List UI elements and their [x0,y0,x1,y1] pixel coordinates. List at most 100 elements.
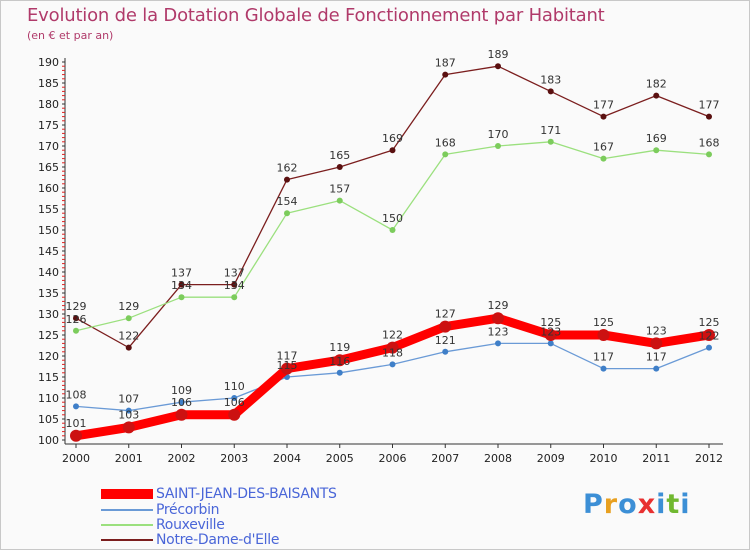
data-label: 119 [329,341,350,354]
data-label: 125 [699,316,720,329]
data-point [125,315,132,322]
logo-letter: r [603,489,619,520]
x-tick-label: 2001 [115,452,143,465]
data-label: 189 [488,48,509,61]
data-point [706,113,712,120]
data-label: 171 [540,124,561,137]
data-label: 182 [646,78,667,91]
data-label: 123 [488,325,509,338]
data-point [336,369,343,376]
data-label: 110 [224,380,245,393]
data-label: 168 [699,136,720,149]
data-point [389,147,396,154]
data-point [544,329,557,341]
data-label: 129 [488,299,509,312]
data-point [178,294,185,301]
data-label: 150 [382,212,403,225]
data-point [653,365,660,372]
data-point [547,340,554,347]
data-point [336,197,343,204]
data-point [178,399,185,406]
y-tick-label: 130 [38,308,59,321]
data-point [333,354,346,367]
data-point [175,408,188,421]
data-label: 118 [382,346,403,359]
data-label: 125 [593,316,614,329]
y-tick-label: 170 [38,140,59,153]
y-tick-label: 100 [38,434,59,447]
data-point [284,176,290,183]
data-point [336,164,343,170]
axes: 100 105 110 115 120 125 130 135 140 145 150 155 160 1… [38,56,723,465]
data-label: 157 [329,183,350,196]
data-label: 169 [646,132,667,145]
data-point [284,210,290,217]
data-point [73,403,79,410]
logo-letter: o [618,489,638,520]
data-point [706,151,712,158]
data-point [442,151,449,158]
data-label: 162 [277,162,298,175]
data-point [442,348,449,355]
data-label: 122 [382,329,403,342]
legend-label: SAINT-JEAN-DES-BAISANTS [156,486,337,502]
data-label: 129 [118,300,139,313]
data-label: 122 [118,330,139,343]
data-labels: 129 122 137 137 162 165 169 187 189 183 177 182 177 1… [66,48,720,430]
data-label: 101 [66,417,87,430]
data-label: 134 [171,279,192,292]
data-point [600,113,607,120]
data-point [73,315,79,322]
data-point [231,395,238,401]
data-point [122,421,135,434]
data-label: 167 [593,141,614,154]
data-label: 106 [171,396,192,409]
y-tick-label: 190 [38,56,59,69]
y-tick-label: 150 [38,224,59,237]
data-label: 121 [435,334,456,347]
chart-subtitle: (en € et par an) [27,29,114,42]
data-point [231,281,238,288]
y-tick-label: 115 [38,371,59,384]
y-tick-label: 185 [38,77,59,90]
logo-letter: i [680,489,691,520]
data-label: 187 [435,57,456,70]
y-tick-label: 175 [38,119,59,132]
legend-label: Notre-Dame-d'Elle [156,532,280,548]
series-line [75,65,710,349]
data-label: 127 [435,308,456,321]
data-point [706,344,712,351]
data-point [597,329,610,341]
data-point [125,344,132,351]
logo-letter: x [637,489,657,520]
data-label: 109 [171,384,192,397]
x-tick-label: 2004 [273,452,301,465]
y-tick-label: 155 [38,203,59,216]
data-point [178,281,185,288]
y-tick-label: 160 [38,182,59,195]
data-point [439,320,452,333]
data-label: 126 [66,313,87,326]
data-point [281,362,293,375]
y-tick-label: 180 [38,98,59,111]
legend-swatch [101,489,153,499]
logo-letter: P [583,489,604,520]
data-point [389,361,396,368]
series-layer [70,63,715,442]
data-label: 107 [118,393,139,406]
data-label: 115 [277,359,298,372]
x-tick-label: 2012 [695,452,723,465]
x-tick-label: 2010 [590,452,618,465]
data-label: 122 [699,330,720,343]
x-tick-label: 2002 [168,452,196,465]
data-point [389,227,396,233]
data-label: 183 [540,73,561,86]
data-label: 123 [646,324,667,337]
y-tick-label: 125 [38,329,59,342]
data-label: 103 [118,408,139,421]
data-label: 154 [277,195,298,208]
y-tick-label: 105 [38,413,59,426]
data-label: 129 [66,300,87,313]
data-label: 125 [540,316,561,329]
